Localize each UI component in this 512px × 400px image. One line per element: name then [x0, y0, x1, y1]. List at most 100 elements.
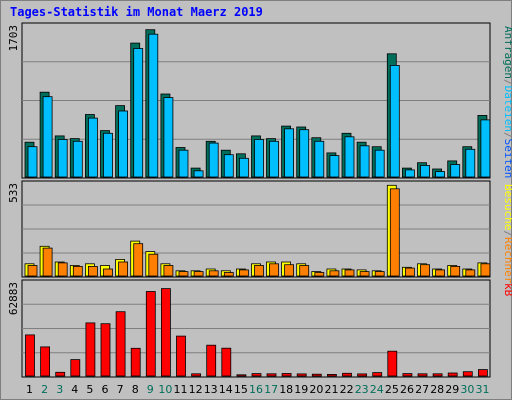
mid_panel-bar-rechner-day-2 [42, 247, 53, 277]
x-tick-label-day: 9 [147, 383, 154, 396]
bottom_panel-bar-kb-day-18 [281, 373, 292, 377]
mid_panel-bar-rechner-day-9 [148, 253, 159, 277]
bottom_panel-bar-kb-day-3 [55, 371, 66, 377]
mid_panel-bar-rechner-day-31 [480, 263, 491, 277]
top_panel-legend-item: Seiten [502, 139, 512, 179]
x-tick-label-day: 15 [234, 383, 248, 396]
top_panel-bar-dateien-day-14 [223, 154, 234, 178]
x-tick-label-day: 4 [71, 383, 78, 396]
top_panel-bar-dateien-day-2 [42, 96, 53, 178]
mid_panel-bar-rechner-day-28 [435, 269, 446, 277]
mid_panel-bar-rechner-day-13 [208, 270, 219, 277]
top_panel-legend: Anfragen/Dateien/Seiten [502, 26, 512, 178]
top_panel-bar-dateien-day-29 [450, 164, 461, 178]
mid_panel-bar-rechner-day-20 [314, 272, 325, 277]
bottom_panel-bar-kb-day-17 [266, 373, 277, 377]
mid_panel-bar-rechner-day-29 [450, 265, 461, 277]
mid_panel-bar-rechner-day-30 [465, 269, 476, 277]
bottom_panel-bar-kb-day-24 [372, 372, 383, 377]
x-tick-label-day: 2 [41, 383, 48, 396]
x-tick-label-day: 30 [460, 383, 474, 396]
x-tick-label-day: 26 [400, 383, 414, 396]
bottom_panel-bar-kb-day-21 [326, 373, 337, 377]
mid_panel-bar-rechner-day-12 [193, 271, 204, 277]
bottom_panel-bar-kb-day-9 [145, 291, 156, 377]
top_panel-bar-dateien-day-4 [72, 140, 83, 178]
bottom_panel-bar-kb-day-29 [447, 372, 458, 377]
top_panel-legend-item: / [502, 79, 512, 86]
mid_panel-bar-rechner-day-25 [389, 188, 400, 277]
top_panel-bar-dateien-day-26 [404, 169, 415, 178]
bottom_panel-bar-kb-day-13 [206, 344, 217, 377]
x-tick-label-day: 11 [174, 383, 188, 396]
top_panel-bar-dateien-day-16 [254, 139, 264, 178]
mid_panel-bar-rechner-day-21 [329, 270, 340, 277]
mid_panel-bar-rechner-day-1 [27, 265, 38, 277]
x-tick-label-day: 22 [340, 383, 354, 396]
top_panel-bar-dateien-day-12 [193, 170, 204, 178]
mid_panel-bar-rechner-day-19 [299, 265, 310, 277]
x-tick-label-day: 21 [325, 383, 339, 396]
bottom_panel-bar-kb-day-12 [191, 373, 202, 377]
bottom_panel-bar-kb-day-22 [342, 372, 352, 377]
x-tick-label-day: 29 [445, 383, 459, 396]
bottom_panel-bar-kb-day-25 [387, 350, 398, 377]
mid_panel-bar-rechner-day-17 [269, 263, 279, 277]
top_panel-bar-dateien-day-27 [420, 164, 430, 178]
mid_panel-bar-rechner-day-14 [223, 272, 234, 277]
bottom_panel-bar-kb-day-27 [417, 373, 428, 377]
mid_panel-legend-item: Besuche [502, 184, 512, 230]
x-tick-label-day: 13 [204, 383, 218, 396]
bottom_panel-legend: kB [502, 283, 512, 297]
top_panel-bar-dateien-day-31 [480, 119, 491, 178]
top_panel-bar-dateien-day-9 [148, 33, 159, 178]
top_panel-bar-dateien-day-5 [88, 117, 98, 178]
x-tick-label-day: 10 [158, 383, 172, 396]
x-tick-label-day: 18 [279, 383, 293, 396]
mid_panel-bar-rechner-day-27 [420, 264, 430, 277]
bottom_panel-bar-kb-day-26 [402, 373, 413, 377]
mid_panel-bar-rechner-day-15 [238, 269, 249, 277]
mid_panel-bar-rechner-day-3 [57, 262, 68, 277]
x-tick-label-day: 8 [132, 383, 139, 396]
bottom_panel-bar-kb-day-11 [176, 335, 186, 377]
top_panel-bar-dateien-day-24 [374, 149, 385, 178]
top_panel-legend-item: Anfragen [502, 26, 512, 79]
mid_panel-bar-rechner-day-5 [88, 265, 98, 277]
mid_panel-bar-rechner-day-23 [359, 271, 370, 277]
top_panel-bar-dateien-day-7 [118, 110, 128, 178]
mid_panel-legend: Besuche/Rechner [502, 184, 512, 284]
bottom_panel-bar-kb-day-8 [130, 347, 141, 377]
bottom_panel-bar-kb-day-6 [100, 323, 111, 377]
bottom_panel-bar-kb-day-5 [85, 322, 96, 377]
x-tick-label-day: 23 [355, 383, 369, 396]
bottom_panel-bar-kb-day-1 [25, 334, 35, 377]
x-tick-label-day: 28 [430, 383, 444, 396]
top_panel-bar-dateien-day-3 [57, 139, 68, 178]
bottom_panel-bar-kb-day-30 [462, 371, 473, 377]
bottom_panel-bar-kb-day-15 [236, 374, 247, 377]
top_panel-bar-dateien-day-23 [359, 145, 370, 178]
x-tick-label-day: 24 [370, 383, 384, 396]
mid_panel-bar-rechner-day-6 [103, 268, 113, 277]
bottom_panel-bar-kb-day-14 [221, 347, 232, 377]
bottom_panel-legend-item: kB [502, 283, 512, 297]
top_panel-bar-dateien-day-21 [329, 155, 340, 178]
top_panel-bar-dateien-day-6 [103, 132, 113, 178]
top_panel-max-label: 1703 [7, 25, 20, 52]
mid_panel-bar-rechner-day-11 [178, 271, 189, 277]
bottom_panel-max-label: 62883 [7, 282, 20, 315]
x-tick-label-day: 31 [476, 383, 490, 396]
mid_panel-bar-rechner-day-16 [254, 265, 264, 277]
bottom_panel-bar-kb-day-10 [160, 288, 171, 377]
top_panel-bar-dateien-day-10 [163, 97, 174, 178]
x-tick-label-day: 6 [102, 383, 109, 396]
top_panel-bar-dateien-day-18 [284, 128, 295, 178]
mid_panel-bar-rechner-day-4 [72, 265, 83, 277]
top_panel-bar-dateien-day-8 [133, 48, 144, 178]
mid_panel-legend-item: Rechner [502, 237, 512, 284]
chart-title: Tages-Statistik im Monat Maerz 2019 [10, 5, 263, 19]
x-tick-label-day: 19 [294, 383, 308, 396]
top_panel-bar-dateien-day-19 [299, 129, 310, 178]
top_panel-bar-dateien-day-22 [344, 136, 355, 178]
